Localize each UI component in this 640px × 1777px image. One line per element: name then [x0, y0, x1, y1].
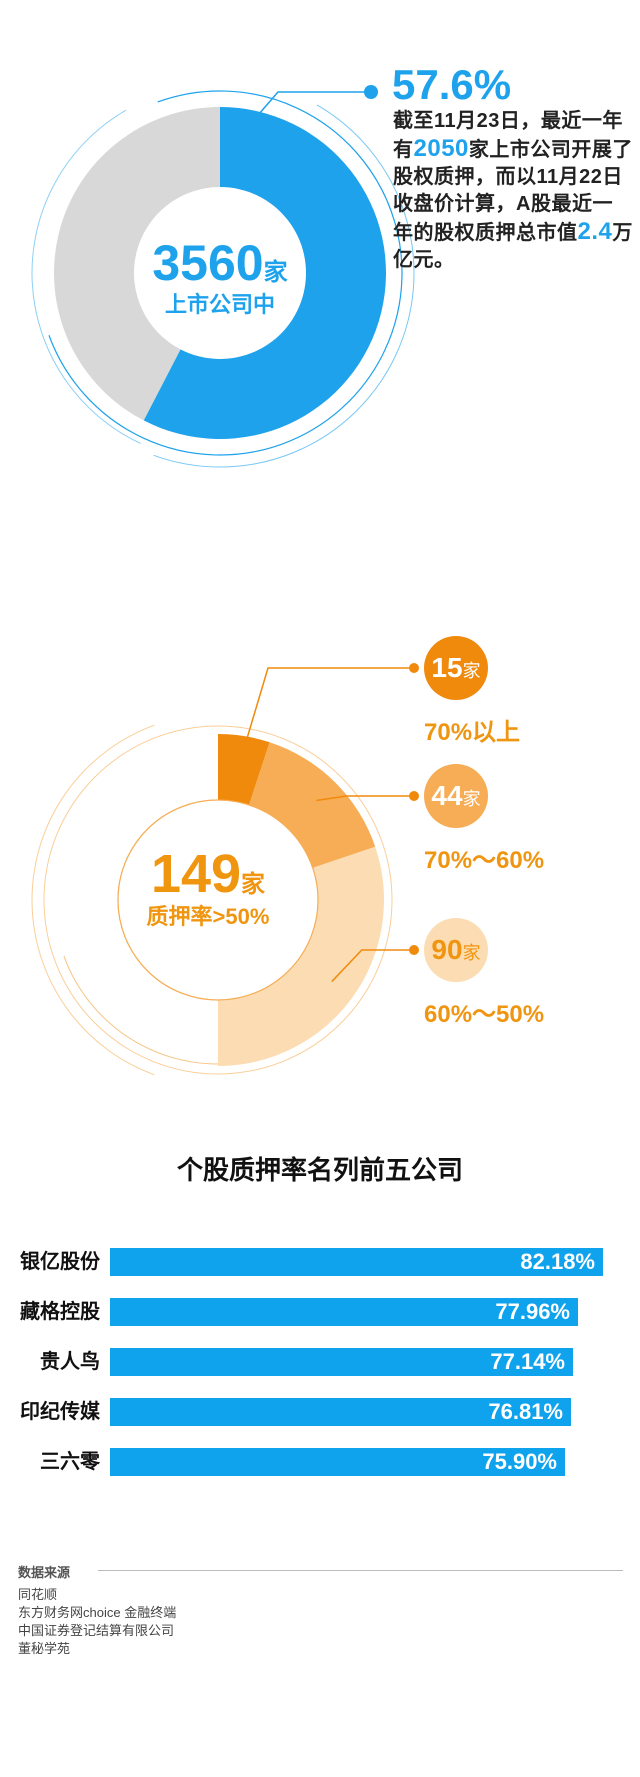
- decor-ring-outer-2: [153, 104, 415, 468]
- group-bubble-3: 90家: [424, 918, 488, 982]
- bar-category-label: 藏格控股: [20, 1301, 100, 1323]
- source-item: 东方财务网choice 金融终端: [18, 1605, 177, 1620]
- donut-chart-high-pledge: [31, 663, 419, 1076]
- bar: 77.96%: [110, 1298, 578, 1326]
- center-number: 3560: [152, 235, 264, 291]
- leader2-dot-2: [409, 791, 419, 801]
- leader-line: [251, 91, 368, 123]
- group-label-2: 70%～60%: [424, 847, 545, 874]
- donut2-hole: [118, 800, 318, 1000]
- bar-category-label: 贵人鸟: [40, 1351, 100, 1373]
- center2-unit: 家: [241, 871, 266, 898]
- sources-divider: [98, 1570, 623, 1571]
- group-bubble-1: 15家: [424, 636, 488, 700]
- decor-ring2-outer-2: [31, 724, 155, 1076]
- center-sub: 上市公司中: [164, 292, 275, 317]
- bar-category-label: 三六零: [40, 1451, 100, 1473]
- desc-text-2: 家上市公司开展了股权质押，而以11月22日收盘价计算，A股最近一年的股权质押总市…: [393, 139, 633, 244]
- source-item: 中国证券登记结算有限公司: [18, 1623, 175, 1638]
- desc-highlight-count: 2050: [413, 135, 469, 162]
- bar: 76.81%: [110, 1398, 571, 1426]
- leader-dot: [364, 85, 378, 99]
- leader2-line-2: [316, 795, 410, 802]
- leader2-line-3: [331, 949, 410, 983]
- source-item: 董秘学苑: [18, 1641, 71, 1656]
- desc-text-1: 截至11月23日，最近一年有: [393, 110, 623, 161]
- donut2-hole-ring: [117, 799, 319, 1001]
- donut-center-label: 3560家 上市公司中: [140, 236, 300, 320]
- donut1-slice-1: [143, 107, 386, 439]
- leader2-dot-3: [409, 945, 419, 955]
- donut-chart-listed-companies: [31, 85, 415, 468]
- center-unit: 家: [263, 259, 288, 286]
- decor-ring-outer: [48, 90, 403, 456]
- group-label-3: 60%～50%: [424, 1001, 545, 1028]
- pledge-description: 截至11月23日，最近一年有2050家上市公司开展了股权质押，而以11月22日收…: [393, 108, 633, 274]
- desc-highlight-value: 2.4: [577, 218, 613, 245]
- group-label-1: 70%以上: [424, 719, 521, 746]
- group-bubble-2: 44家: [424, 764, 488, 828]
- center2-sub: 质押率>50%: [146, 904, 270, 929]
- sources-heading: 数据来源: [18, 1565, 71, 1580]
- bar: 82.18%: [110, 1248, 603, 1276]
- bar: 77.14%: [110, 1348, 573, 1376]
- desc-text-3: 万亿元。: [393, 222, 633, 271]
- donut2-center-label: 149家 质押率>50%: [118, 846, 298, 932]
- decor-ring-outer-3: [31, 109, 141, 444]
- leader2-line-1: [239, 667, 410, 762]
- bar: 75.90%: [110, 1448, 565, 1476]
- ranking-title: 个股质押率名列前五公司: [176, 1155, 463, 1185]
- donut1-slice-2: [53, 106, 220, 421]
- bar-category-label: 银亿股份: [20, 1251, 100, 1273]
- decor-ring2-outer-3: [63, 955, 247, 1065]
- decor-ring2-outer: [43, 725, 393, 1075]
- bar-category-label: 印纪传媒: [20, 1401, 100, 1423]
- source-item: 同花顺: [18, 1587, 58, 1602]
- pledge-percent: 57.6%: [392, 61, 512, 108]
- leader2-dot-1: [409, 663, 419, 673]
- center2-number: 149: [150, 844, 242, 904]
